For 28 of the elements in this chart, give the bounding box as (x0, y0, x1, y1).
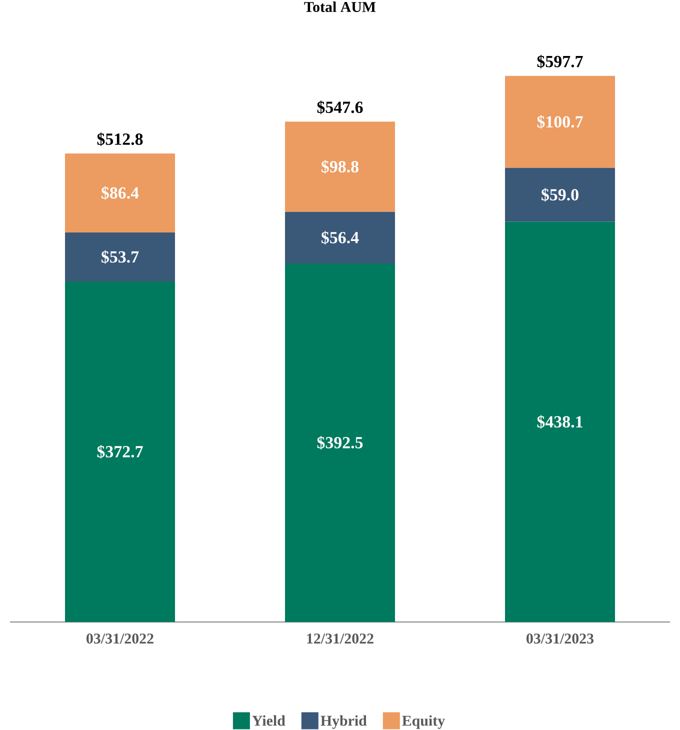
data-label: $392.5 (317, 436, 363, 450)
data-label: $53.7 (102, 250, 139, 264)
data-label: $56.4 (322, 230, 359, 244)
data-label: $59.0 (542, 188, 578, 202)
bar (505, 168, 616, 222)
bar (505, 222, 616, 622)
x-tick-label: 03/31/2023 (526, 634, 594, 644)
chart-title: Total AUM (304, 2, 376, 12)
x-tick-label: 12/31/2022 (307, 634, 374, 644)
legend-label: Hybrid (320, 715, 367, 729)
bar (65, 282, 175, 622)
data-label: $86.4 (102, 186, 139, 200)
bar (65, 232, 175, 282)
bar (285, 122, 396, 212)
legend-label: Equity (402, 715, 445, 729)
bar (65, 154, 175, 232)
legend-label: Yield (252, 715, 286, 726)
x-tick-label: 03/31/2022 (86, 634, 154, 644)
data-label: $372.7 (97, 444, 143, 459)
bar (285, 263, 396, 622)
data-label: $98.8 (322, 160, 358, 174)
data-label: $100.7 (537, 115, 583, 129)
total-label: $547.6 (317, 100, 363, 114)
bar (285, 212, 396, 264)
total-label: $512.8 (97, 132, 143, 146)
bar (505, 76, 616, 168)
data-label: $438.1 (537, 415, 582, 429)
total-label: $597.7 (537, 54, 583, 68)
